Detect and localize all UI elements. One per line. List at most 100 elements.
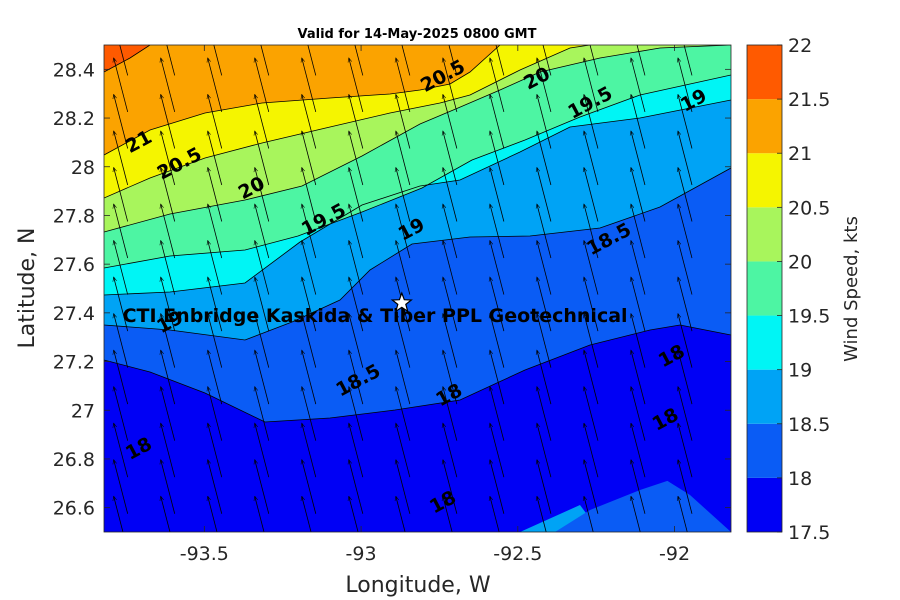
wind-vector: [631, 241, 646, 295]
x-tick-label: -92.5: [493, 543, 542, 565]
colorbar-tick-label: 22: [788, 35, 812, 57]
wind-vector: [678, 314, 693, 368]
wind-vector: [584, 314, 599, 368]
wind-vector: [542, 45, 552, 76]
isoline-21-5: [104, 45, 151, 73]
colorbar-swatch: [747, 477, 782, 532]
wind-vector: [584, 460, 599, 514]
y-tick-label: 27.8: [53, 205, 95, 227]
wind-vector: [161, 496, 171, 532]
wind-vector: [678, 58, 693, 113]
wind-vector: [537, 94, 552, 149]
wind-vector: [255, 350, 270, 405]
wind-vector: [537, 496, 547, 532]
wind-vector: [636, 45, 646, 76]
wind-vector: [537, 423, 552, 478]
wind-vector: [678, 131, 693, 186]
wind-vector: [678, 277, 693, 332]
wind-vector: [396, 314, 411, 368]
wind-vector: [396, 58, 411, 113]
wind-vector: [114, 423, 129, 478]
wind-vector: [255, 387, 270, 441]
y-axis-label: Latitude, N: [15, 228, 40, 349]
wind-vector: [631, 131, 646, 186]
wind-vector: [302, 387, 317, 441]
colorbar-tick-label: 18: [788, 468, 812, 490]
wind-vector: [349, 94, 364, 149]
plot-frame: [103, 44, 732, 533]
wind-vector: [443, 314, 458, 368]
wind-vector: [396, 423, 411, 478]
wind-vector: [490, 314, 505, 368]
y-tick-label: 27: [71, 400, 95, 422]
wind-vector: [349, 168, 364, 222]
y-tick-label: 27.4: [53, 303, 95, 325]
wind-vector: [490, 168, 505, 222]
wind-vector: [349, 204, 364, 259]
wind-vector: [255, 204, 270, 259]
wind-vector: [302, 94, 317, 149]
wind-vector: [584, 387, 599, 441]
wind-vector: [208, 460, 223, 514]
wind-vector: [401, 45, 411, 76]
colorbar-swatch: [747, 153, 782, 208]
wind-vector: [349, 423, 364, 478]
wind-vector: [302, 423, 317, 478]
wind-vector: [443, 204, 458, 259]
wind-vector: [490, 387, 505, 441]
wind-vector: [537, 387, 552, 441]
wind-vector: [114, 350, 129, 405]
wind-vector: [161, 277, 176, 332]
wind-vector: [255, 314, 270, 368]
x-axis-ticks: -93.5 -93 -92.5 -92: [180, 45, 690, 565]
wind-vector: [396, 460, 411, 514]
wind-vector: [631, 168, 646, 222]
wind-vector: [683, 45, 693, 76]
wind-vector: [490, 496, 500, 532]
wind-vector: [302, 168, 317, 222]
wind-vector: [119, 45, 129, 76]
colorbar-swatch: [747, 261, 782, 316]
wind-vector: [349, 314, 364, 368]
wind-vector: [114, 314, 129, 368]
wind-vector: [443, 460, 458, 514]
isoline-18: [104, 324, 731, 423]
wind-vector: [678, 241, 693, 295]
wind-vector: [678, 460, 693, 514]
wind-vector: [161, 387, 176, 441]
contour-pocket-17-8: [610, 405, 731, 532]
wind-vector: [537, 350, 552, 405]
colorbar-tick-label: 21.5: [788, 89, 830, 111]
wind-vector: [584, 496, 594, 532]
wind-vector: [208, 58, 223, 113]
plot-area: [104, 45, 731, 532]
wind-vector: [349, 131, 364, 186]
wind-vector: [584, 423, 599, 478]
wind-vector: [114, 204, 129, 259]
wind-vector: [255, 460, 270, 514]
wind-vector: [537, 204, 552, 259]
y-tick-label: 27.6: [53, 254, 95, 276]
wind-vector: [114, 131, 129, 186]
wind-vector: [589, 45, 599, 76]
y-tick-label: 26.8: [53, 449, 95, 471]
wind-vector: [584, 131, 599, 186]
wind-vector: [255, 131, 270, 186]
colorbar-tick-label: 19: [788, 360, 812, 382]
wind-vector: [349, 277, 364, 332]
wind-vector: [208, 277, 223, 332]
x-tick-label: -93.5: [180, 543, 229, 565]
wind-vector: [255, 496, 265, 532]
wind-vector: [302, 350, 317, 405]
y-tick-label: 28.2: [53, 108, 95, 130]
contour-pocket-17-5: [290, 512, 520, 532]
y-tick-label: 28.4: [53, 59, 95, 81]
wind-vector: [114, 387, 129, 441]
wind-vector: [490, 277, 505, 332]
wind-vector: [255, 423, 270, 478]
wind-vector: [302, 314, 317, 368]
wind-vector: [208, 241, 223, 295]
wind-vector: [208, 168, 223, 222]
wind-vector: [208, 387, 223, 441]
